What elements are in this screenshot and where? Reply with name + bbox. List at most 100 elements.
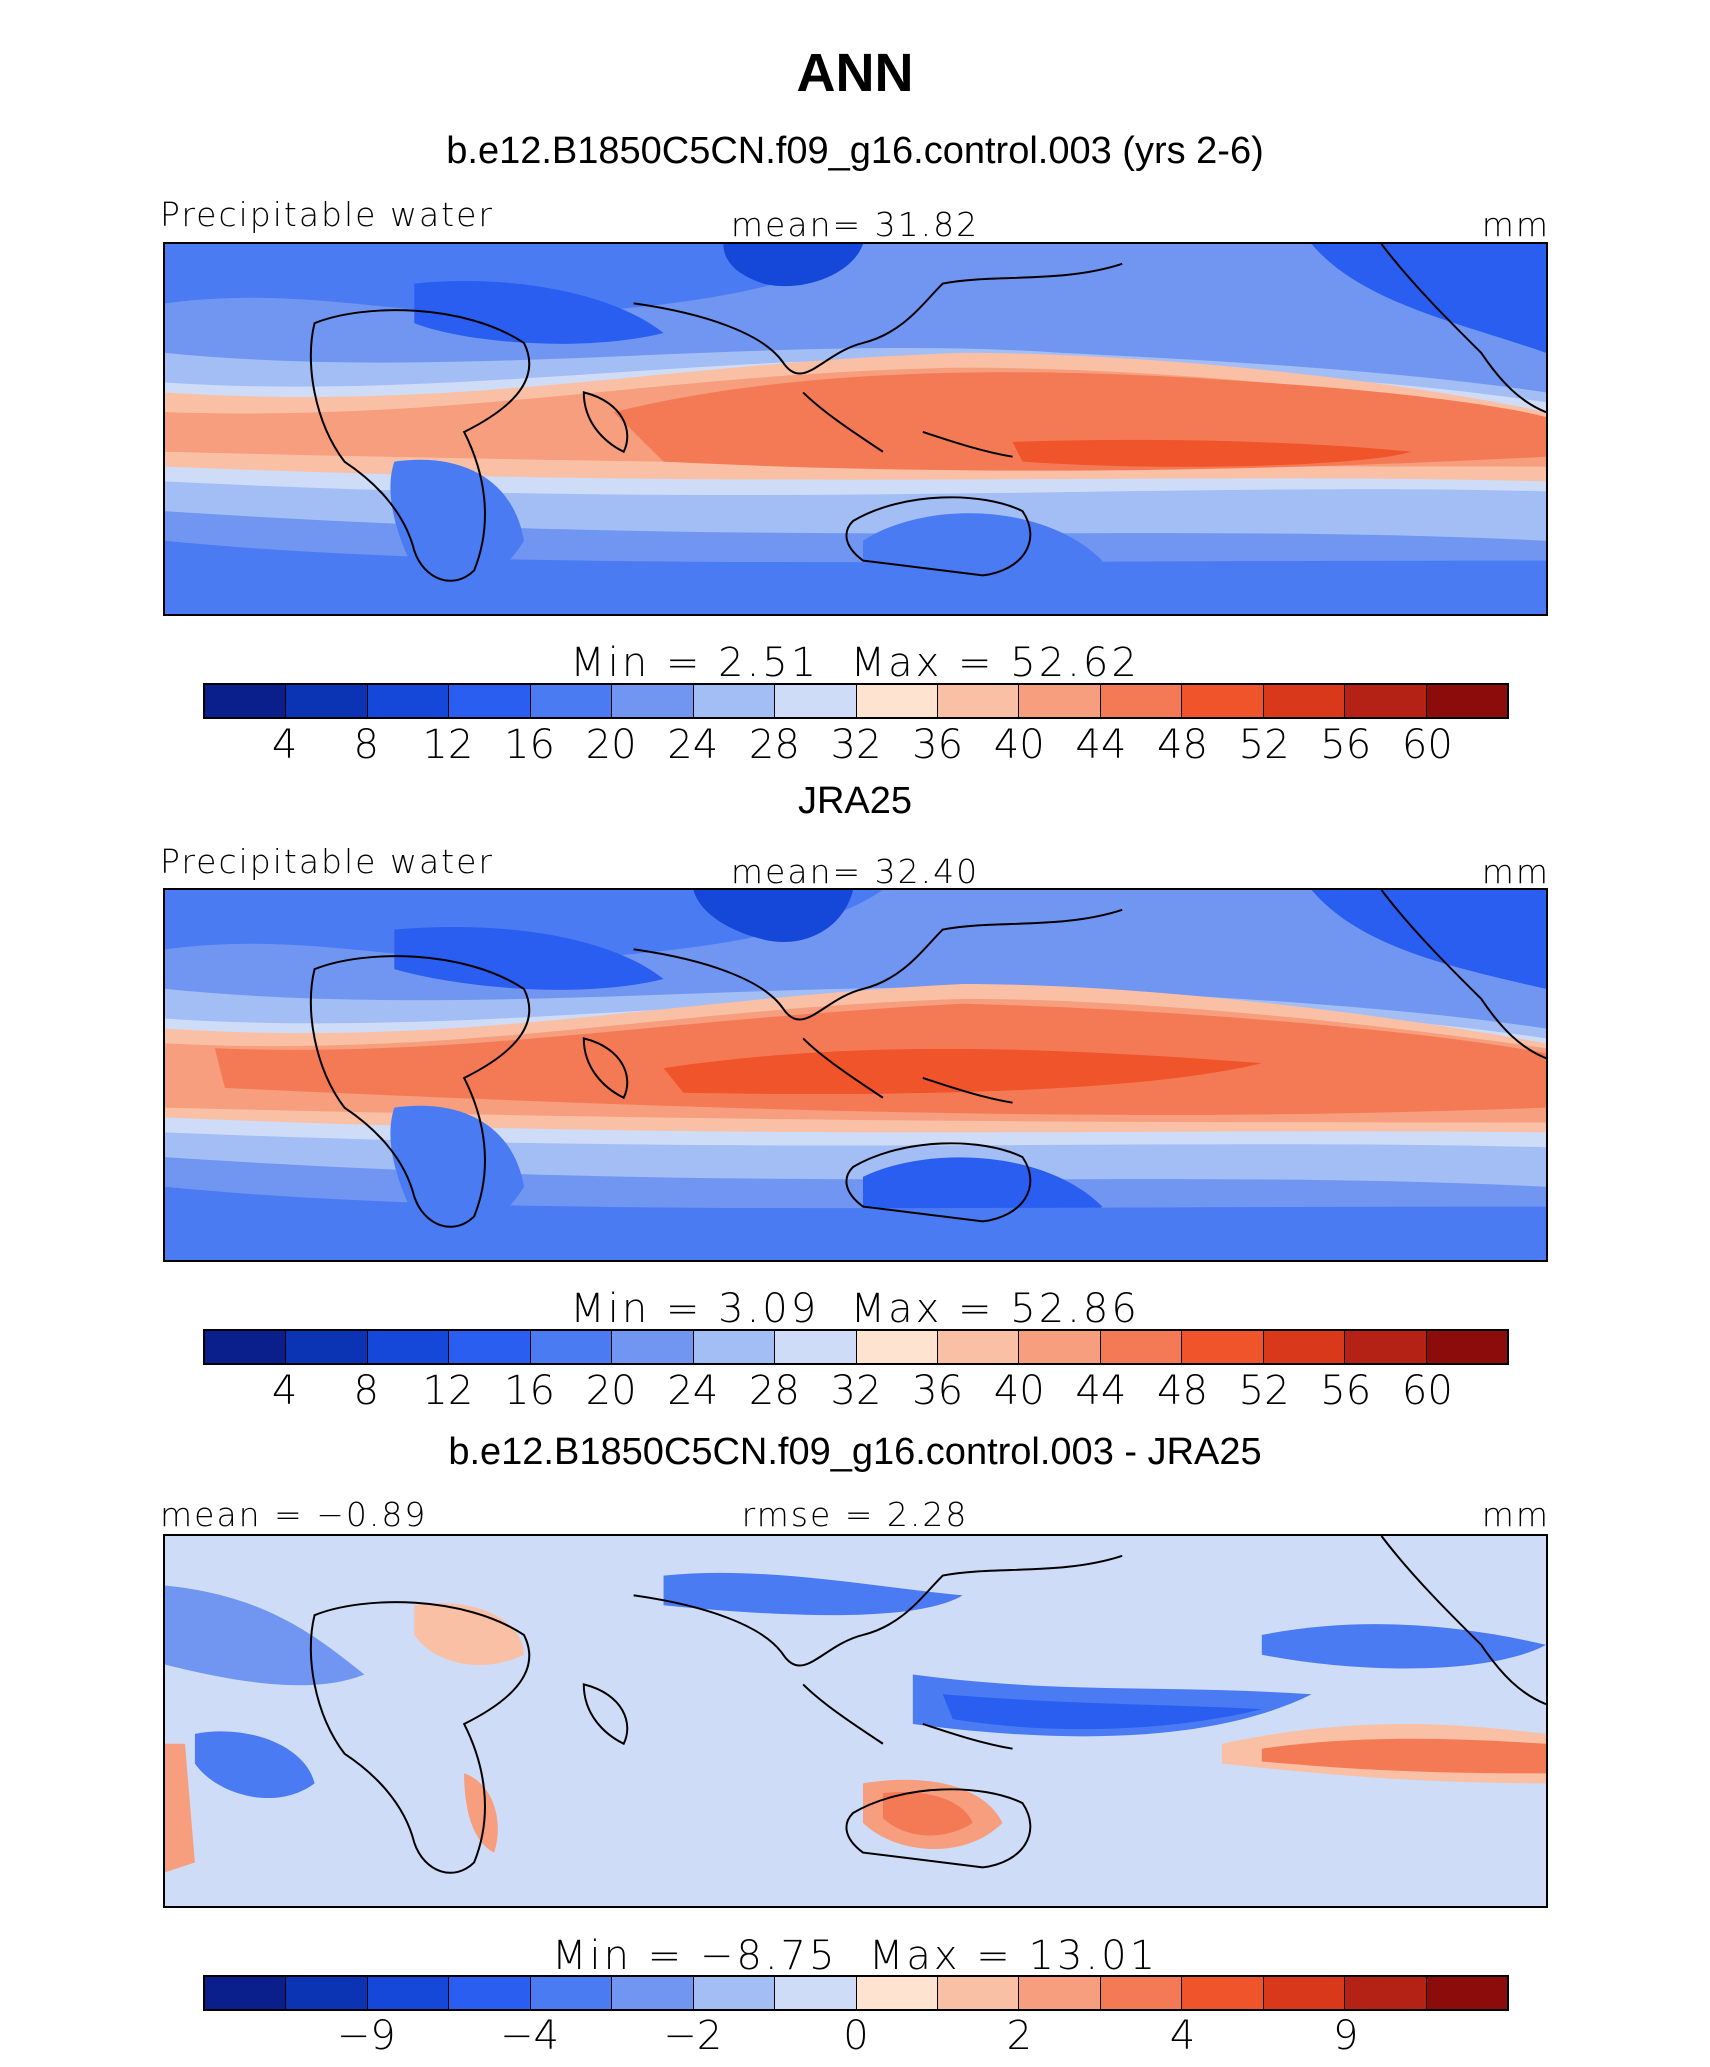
colorbar-tick-label: 9 <box>1333 2013 1359 2059</box>
min-max-label: Min = −8.75 Max = 13.01 <box>551 1933 1159 1979</box>
colorbar-tick-label: 40 <box>993 1368 1045 1414</box>
colorbar-swatch <box>286 1331 368 1363</box>
variable-label: Precipitable water <box>160 842 494 881</box>
colorbar-tick-label: 52 <box>1238 1368 1290 1414</box>
colorbar-tick-label: 36 <box>912 1368 964 1414</box>
colorbar-swatch <box>286 1977 368 2009</box>
colorbar-swatch <box>367 1977 450 2009</box>
colorbar-swatch <box>1100 1331 1183 1363</box>
precipitable-water-map <box>163 242 1548 616</box>
colorbar-tick-label: 12 <box>422 1368 474 1414</box>
colorbar-swatch <box>693 1331 776 1363</box>
rmse-label: rmse = 2.28 <box>741 1495 969 1534</box>
units-label: mm <box>1481 1495 1550 1534</box>
colorbar-tick-label: 48 <box>1157 722 1208 768</box>
difference-map <box>163 1534 1548 1908</box>
colorbar-swatch <box>775 1331 857 1363</box>
colorbar-tick-label: 28 <box>748 1368 800 1414</box>
colorbar-swatch <box>1182 685 1264 717</box>
colorbar-swatch <box>693 685 776 717</box>
colorbar-tick-label: 8 <box>353 722 379 768</box>
colorbar-swatch <box>693 1977 776 2009</box>
colorbar <box>203 683 1509 719</box>
mean-label: mean= 32.40 <box>730 852 980 891</box>
colorbar-swatch <box>937 1331 1020 1363</box>
colorbar-swatch <box>286 685 368 717</box>
colorbar-swatch <box>1100 685 1183 717</box>
min-max-label: Min = 2.51 Max = 52.62 <box>570 640 1140 686</box>
colorbar-tick-label: 24 <box>667 1368 719 1414</box>
panel-title: b.e12.B1850C5CN.f09_g16.control.003 (yrs… <box>446 130 1264 172</box>
colorbar-tick-label: 28 <box>748 722 800 768</box>
units-label: mm <box>1481 852 1550 891</box>
colorbar-swatch <box>1345 1331 1427 1363</box>
colorbar-swatch <box>1019 685 1101 717</box>
colorbar-swatch <box>449 1977 531 2009</box>
colorbar-swatch <box>1263 1977 1346 2009</box>
colorbar-tick-label: 60 <box>1401 722 1453 768</box>
colorbar-swatch <box>1426 1977 1507 2009</box>
colorbar-tick-label: 24 <box>667 722 719 768</box>
colorbar-tick-label: 4 <box>271 722 298 768</box>
colorbar-swatch <box>612 1977 694 2009</box>
colorbar <box>203 1975 1509 2011</box>
colorbar-tick-label: 36 <box>912 722 964 768</box>
figure-title: ANN <box>796 43 914 103</box>
colorbar-swatch <box>1182 1977 1264 2009</box>
mean-label: mean= 31.82 <box>730 205 980 244</box>
colorbar-swatch <box>937 1977 1020 2009</box>
colorbar-tick-label: 16 <box>504 1368 555 1414</box>
colorbar-swatch <box>205 1331 287 1363</box>
colorbar-swatch <box>775 1977 857 2009</box>
colorbar-swatch <box>1019 1977 1101 2009</box>
colorbar-swatch <box>449 685 531 717</box>
colorbar-tick-label: 4 <box>1169 2013 1196 2059</box>
colorbar-swatch <box>1182 1331 1264 1363</box>
colorbar-tick-label: 56 <box>1320 1368 1372 1414</box>
colorbar-tick-label: 8 <box>353 1368 379 1414</box>
colorbar-swatch <box>856 1331 938 1363</box>
colorbar-tick-label: 32 <box>830 1368 882 1414</box>
colorbar-swatch <box>612 685 694 717</box>
colorbar-swatch <box>367 1331 450 1363</box>
colorbar-swatch <box>1263 685 1346 717</box>
colorbar-tick-label: 20 <box>585 1368 637 1414</box>
colorbar-tick-label: 52 <box>1238 722 1290 768</box>
colorbar-swatch <box>856 685 938 717</box>
colorbar-tick-label: 20 <box>585 722 637 768</box>
colorbar-tick-label: 44 <box>1075 722 1127 768</box>
colorbar-swatch <box>449 1331 531 1363</box>
colorbar-swatch <box>205 685 287 717</box>
mean-label: mean = −0.89 <box>160 1495 428 1534</box>
colorbar-swatch <box>530 1331 613 1363</box>
colorbar-swatch <box>530 685 613 717</box>
units-label: mm <box>1481 205 1550 244</box>
colorbar-tick-label: 56 <box>1320 722 1372 768</box>
colorbar-tick-label: 44 <box>1075 1368 1127 1414</box>
colorbar-swatch <box>1345 1977 1427 2009</box>
colorbar <box>203 1329 1509 1365</box>
variable-label: Precipitable water <box>160 195 494 234</box>
panel-title: JRA25 <box>797 780 913 822</box>
precipitable-water-map <box>163 888 1548 1262</box>
colorbar-tick-label: −4 <box>500 2013 559 2059</box>
colorbar-tick-label: 60 <box>1401 1368 1453 1414</box>
colorbar-tick-label: 48 <box>1157 1368 1208 1414</box>
colorbar-tick-label: 0 <box>843 2013 869 2059</box>
colorbar-tick-label: 16 <box>504 722 555 768</box>
colorbar-swatch <box>205 1977 287 2009</box>
colorbar-swatch <box>530 1977 613 2009</box>
colorbar-tick-label: 12 <box>422 722 474 768</box>
min-max-label: Min = 3.09 Max = 52.86 <box>570 1286 1140 1332</box>
panel-title: b.e12.B1850C5CN.f09_g16.control.003 - JR… <box>448 1431 1262 1473</box>
colorbar-swatch <box>937 685 1020 717</box>
colorbar-swatch <box>775 685 857 717</box>
colorbar-swatch <box>1263 1331 1346 1363</box>
colorbar-swatch <box>856 1977 938 2009</box>
colorbar-tick-label: 40 <box>993 722 1045 768</box>
colorbar-swatch <box>1345 685 1427 717</box>
colorbar-swatch <box>1426 1331 1507 1363</box>
colorbar-tick-label: 2 <box>1006 2013 1032 2059</box>
colorbar-swatch <box>1100 1977 1183 2009</box>
colorbar-swatch <box>1019 1331 1101 1363</box>
